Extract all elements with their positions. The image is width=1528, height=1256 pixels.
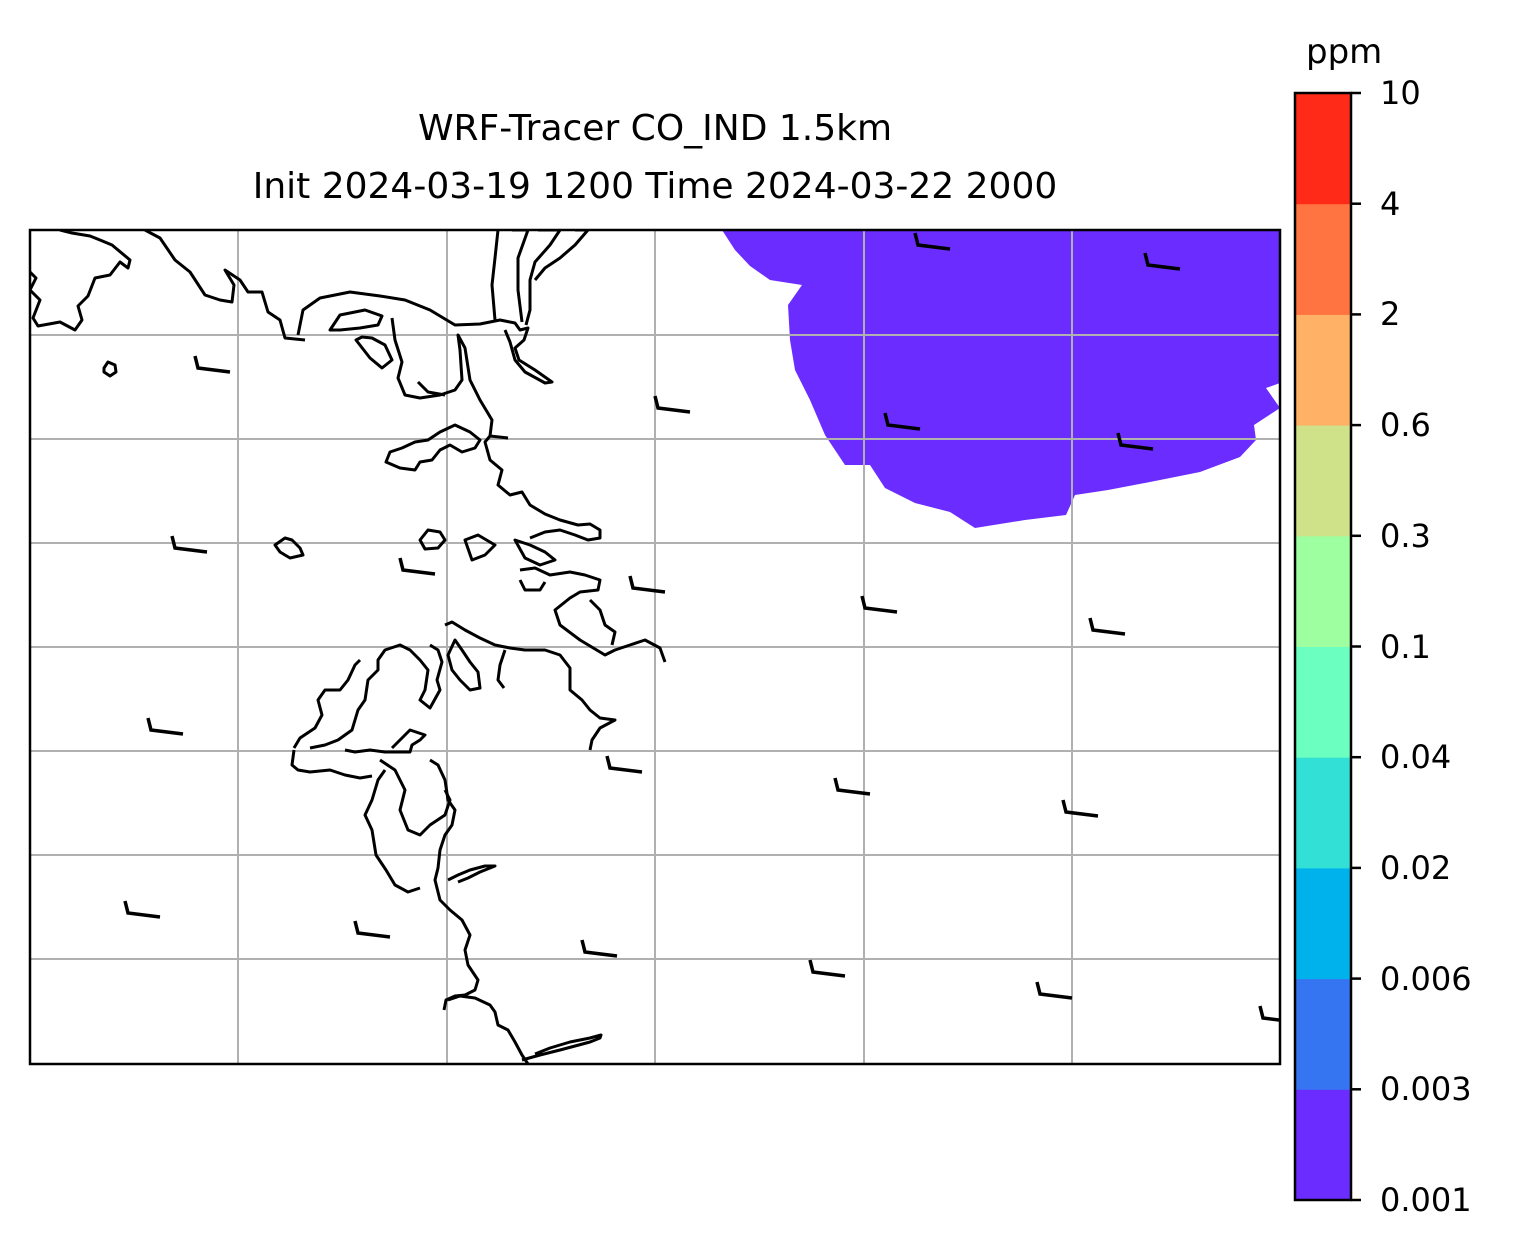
wind-barb [653,395,691,414]
wind-barb [1088,617,1126,636]
wind-barb [1061,799,1099,818]
colorbar-band [1295,425,1351,537]
colorbar-tick-label: 0.006 [1380,959,1472,998]
colorbar-band [1295,93,1351,205]
colorbar-band [1295,978,1351,1090]
colorbar-tick-label: 0.003 [1380,1070,1472,1109]
wind-barb [808,959,846,978]
wind-barb [398,557,436,576]
wind-barb [860,595,898,614]
wind-barb [123,900,161,919]
colorbar-band [1295,535,1351,647]
chart-title-line1: WRF-Tracer CO_IND 1.5km [417,108,893,149]
wind-barb [605,755,643,774]
wind-barb [1143,252,1181,271]
wind-barb [833,777,871,796]
colorbar-tick-label: 0.6 [1380,406,1431,445]
colorbar-tick-label: 2 [1380,295,1401,334]
colorbar-frame [1293,91,1353,1202]
colorbar [1295,91,1361,1202]
wind-barb [353,920,391,939]
colorbar-tick-label: 0.1 [1380,627,1431,666]
coastlines [30,230,667,1064]
colorbar-band [1295,757,1351,869]
colorbar-band [1295,1089,1351,1201]
wind-barb [1258,1005,1280,1022]
chart-title-line2: Init 2024-03-19 1200 Time 2024-03-22 200… [252,166,1058,207]
wind-barb [170,535,208,554]
wind-barbs [123,232,1280,1022]
colorbar-band [1295,646,1351,758]
grid-lines [30,230,1280,1064]
wind-barb [146,717,184,736]
map-frame [28,228,1282,1066]
colorbar-tick-label: 10 [1380,74,1421,112]
wind-barb [1116,432,1154,451]
colorbar-band [1295,314,1351,426]
wind-barb [1035,981,1073,1000]
colorbar-band [1295,867,1351,980]
tracer-fill-area [722,230,1280,528]
colorbar-tick-label: 0.04 [1380,738,1452,777]
colorbar-tick-label: 0.3 [1380,516,1431,555]
colorbar-tick-label: 0.001 [1380,1181,1472,1219]
wind-barb [580,939,618,958]
wind-barb [913,232,951,251]
colorbar-tick-label: 0.02 [1380,848,1452,887]
wind-barb [628,575,666,594]
colorbar-unit-label: ppm [1306,32,1383,72]
wind-barb [883,412,921,431]
colorbar-band [1295,203,1351,315]
colorbar-tick-label: 4 [1380,184,1401,223]
wind-barb [193,355,231,374]
